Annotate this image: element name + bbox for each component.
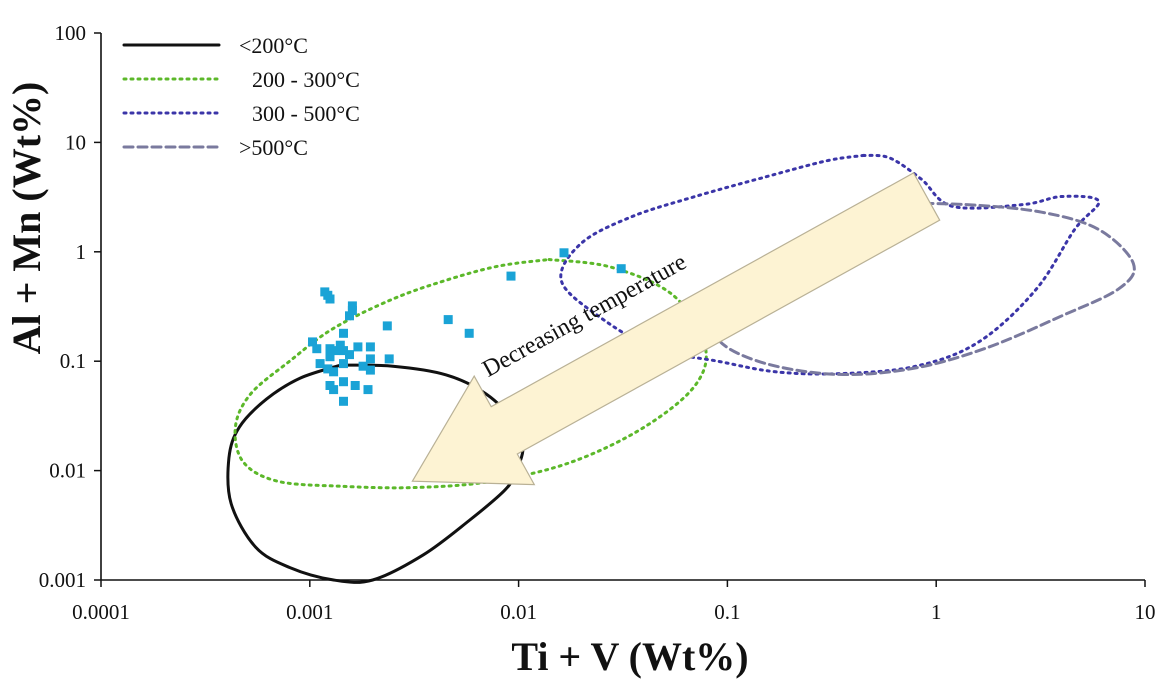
data-point bbox=[363, 385, 373, 395]
data-point bbox=[325, 294, 335, 304]
data-point bbox=[329, 385, 339, 395]
data-point bbox=[329, 367, 339, 377]
y-axis-title: Al + Mn (Wt%) bbox=[4, 82, 49, 355]
data-point bbox=[382, 321, 392, 331]
legend-label-200-300-c: 200 - 300°C bbox=[252, 67, 360, 92]
legend-label-500-c: >500°C bbox=[239, 135, 308, 160]
region-curve-200-300-c bbox=[233, 258, 708, 490]
region-curve-200-c bbox=[226, 363, 525, 584]
data-point bbox=[365, 365, 375, 375]
data-point bbox=[358, 361, 368, 371]
data-points bbox=[308, 248, 626, 427]
data-point bbox=[312, 344, 322, 354]
x-tick-label: 0.001 bbox=[286, 600, 333, 624]
data-point bbox=[464, 328, 474, 338]
data-point bbox=[330, 346, 340, 356]
data-point bbox=[339, 377, 348, 387]
data-point bbox=[323, 364, 333, 374]
y-tick-label: 0.001 bbox=[39, 568, 86, 592]
x-tick-label: 0.1 bbox=[714, 600, 740, 624]
data-point bbox=[365, 342, 375, 352]
data-point bbox=[339, 359, 348, 369]
y-tick-label: 100 bbox=[55, 21, 87, 45]
data-point bbox=[365, 354, 375, 364]
data-point bbox=[350, 381, 360, 390]
data-point bbox=[339, 396, 348, 406]
y-tick-label: 1 bbox=[76, 240, 87, 264]
x-tick-label: 0.0001 bbox=[72, 600, 130, 624]
data-point bbox=[559, 248, 569, 258]
data-point bbox=[335, 340, 345, 350]
legend-label-300-500-c: 300 - 500°C bbox=[252, 101, 360, 126]
x-tick-label: 1 bbox=[931, 600, 942, 624]
data-point bbox=[347, 301, 357, 311]
legend-label-200-c: <200°C bbox=[239, 33, 308, 58]
data-point bbox=[345, 311, 354, 321]
y-tick-label: 0.1 bbox=[60, 349, 86, 373]
data-point bbox=[339, 328, 348, 338]
data-point bbox=[353, 342, 363, 352]
x-axis-title: Ti + V (Wt%) bbox=[511, 634, 748, 679]
data-point bbox=[315, 359, 325, 369]
x-tick-label: 0.01 bbox=[500, 600, 537, 624]
x-tick-label: 10 bbox=[1135, 600, 1156, 624]
y-tick-label: 10 bbox=[65, 130, 86, 154]
temperature-arrow bbox=[411, 172, 941, 486]
data-point bbox=[308, 337, 317, 347]
temperature-arrow-annotation: Decreasing temperature bbox=[411, 172, 941, 486]
data-point bbox=[506, 271, 516, 281]
data-point bbox=[339, 346, 348, 356]
data-point bbox=[384, 354, 394, 364]
data-point bbox=[616, 264, 626, 274]
data-point bbox=[325, 352, 335, 362]
data-point bbox=[345, 350, 354, 360]
data-point bbox=[325, 344, 335, 354]
y-tick-label: 0.01 bbox=[49, 459, 86, 483]
region-curve-300-500-c bbox=[559, 153, 1101, 376]
legend: <200°C 200 - 300°C 300 - 500°C >500°C bbox=[122, 33, 360, 160]
plot-axes: 0.0001 0.001 0.01 0.1 1 10 0.001 0.01 0.1 1 10 100 bbox=[39, 21, 1156, 624]
data-point bbox=[443, 315, 453, 325]
data-point bbox=[347, 306, 357, 316]
